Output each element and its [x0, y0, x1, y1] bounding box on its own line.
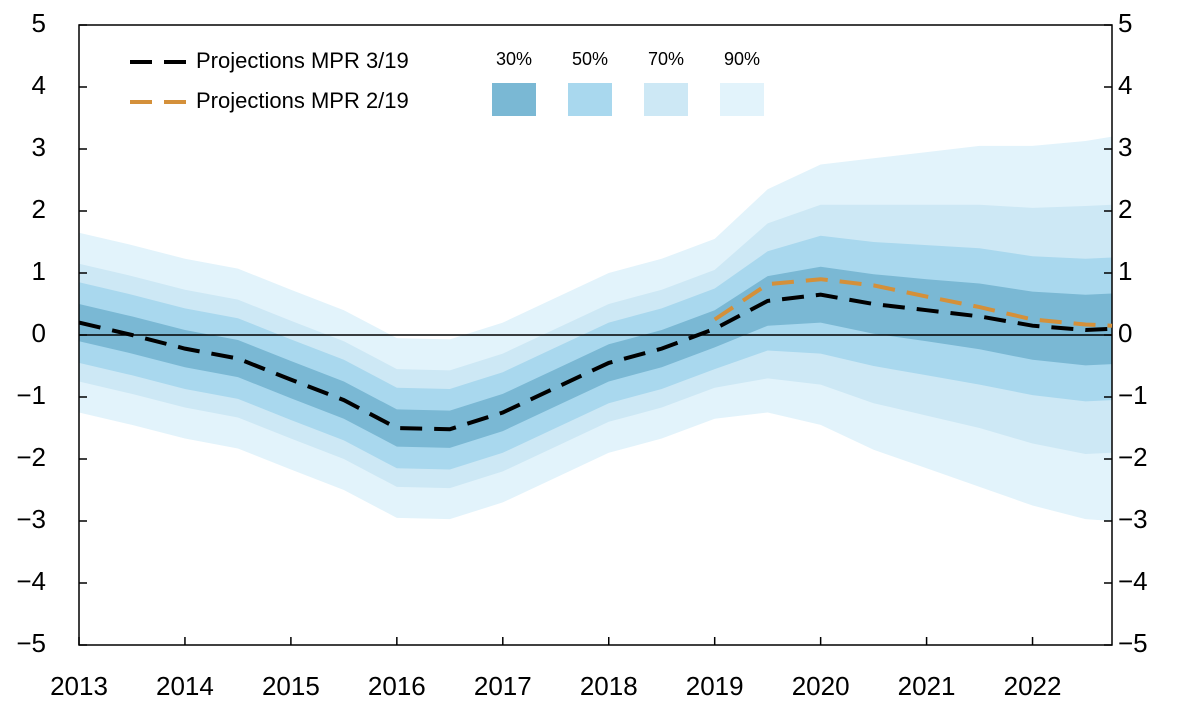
x-tick-label: 2016 [368, 671, 426, 701]
x-tick-label: 2019 [686, 671, 744, 701]
legend-band-swatch [644, 83, 688, 116]
x-tick-label: 2020 [792, 671, 850, 701]
legend-label: Projections MPR 3/19 [196, 48, 409, 73]
axis-layer: −5 −5 −4 −4 −3 −3 −2 −2 −1 −1 0 0 1 1 2 2 3 3 4 4 5 5 2013 2014… [16, 8, 1147, 701]
y-tick-label: 0 [32, 318, 46, 348]
fan-layer [79, 136, 1112, 521]
y2-tick-label: −1 [1118, 380, 1148, 410]
fan-band [79, 266, 1112, 448]
x-tick-label: 2017 [474, 671, 532, 701]
y2-tick-label: 0 [1118, 318, 1132, 348]
x-tick-label: 2018 [580, 671, 638, 701]
y-tick-label: −3 [16, 504, 46, 534]
line-layer [78, 277, 1113, 432]
x-tick-label: 2013 [50, 671, 108, 701]
x-tick-label: 2022 [1004, 671, 1062, 701]
legend-band-swatch [568, 83, 612, 116]
y-tick-label: −1 [16, 380, 46, 410]
legend-band-label: 90% [724, 49, 760, 69]
legend-band-label: 50% [572, 49, 608, 69]
y2-tick-label: 4 [1118, 70, 1132, 100]
y-tick-label: 5 [32, 8, 46, 38]
legend-band-swatch [492, 83, 536, 116]
x-tick-label: 2014 [156, 671, 214, 701]
legend-band-label: 70% [648, 49, 684, 69]
projection-line [713, 277, 1113, 328]
y2-tick-label: −5 [1118, 628, 1148, 658]
legend-band-swatch [720, 83, 764, 116]
x-tick-label: 2015 [262, 671, 320, 701]
y2-tick-label: 5 [1118, 8, 1132, 38]
y-tick-label: 3 [32, 132, 46, 162]
legend: Projections MPR 3/19 Projections MPR 2/19… [130, 48, 764, 116]
y-tick-label: 2 [32, 194, 46, 224]
y2-tick-label: −4 [1118, 566, 1148, 596]
x-tick-label: 2021 [898, 671, 956, 701]
legend-band-label: 30% [496, 49, 532, 69]
y2-tick-label: 1 [1118, 256, 1132, 286]
legend-label: Projections MPR 2/19 [196, 88, 409, 113]
y2-tick-label: −3 [1118, 504, 1148, 534]
projection-line [78, 292, 1113, 432]
y-tick-label: −5 [16, 628, 46, 658]
y-tick-label: 1 [32, 256, 46, 286]
y-tick-label: −4 [16, 566, 46, 596]
y2-tick-label: 3 [1118, 132, 1132, 162]
y2-tick-label: −2 [1118, 442, 1148, 472]
y-tick-label: 4 [32, 70, 46, 100]
y-tick-label: −2 [16, 442, 46, 472]
y2-tick-label: 2 [1118, 194, 1132, 224]
